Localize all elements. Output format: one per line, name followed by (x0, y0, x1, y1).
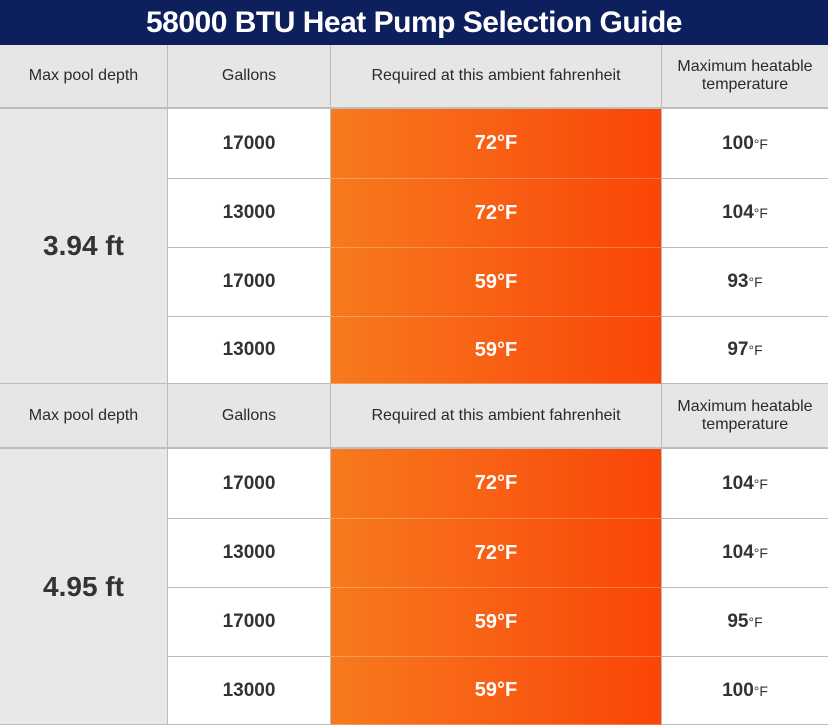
max-temp-cell: 100 °F (662, 657, 828, 725)
max-temp-unit: °F (748, 342, 763, 358)
ambient-temp-cell: 72°F (331, 109, 662, 179)
depth-value: 4.95 ft (0, 449, 168, 725)
depth-value: 3.94 ft (0, 109, 168, 384)
ambient-column-background (331, 449, 662, 725)
header-max-temperature: Maximum heatable temperature (662, 45, 828, 109)
ambient-column-background (331, 109, 662, 384)
section-depth-1: Max pool depth Gallons Required at this am… (0, 45, 828, 384)
max-temp-unit: °F (753, 682, 768, 699)
max-temp-cell: 104 °F (662, 449, 828, 519)
max-temp-value: 100 (722, 679, 754, 701)
header-ambient: Required at this ambient fahrenheit (331, 384, 662, 449)
header-max-pool-depth: Max pool depth (0, 45, 168, 109)
max-temp-value: 104 (722, 472, 754, 494)
max-temp-value: 104 (722, 542, 754, 563)
gallons-cell: 17000 (168, 588, 331, 657)
max-temp-unit: °F (753, 205, 768, 221)
max-temp-cell: 100 °F (662, 109, 828, 179)
max-temp-cell: 95 °F (662, 588, 828, 657)
ambient-temp-cell: 72°F (331, 519, 662, 588)
gallons-cell: 13000 (168, 519, 331, 588)
max-temp-unit: °F (753, 135, 768, 152)
ambient-temp-cell: 72°F (331, 179, 662, 248)
header-gallons: Gallons (168, 384, 331, 449)
max-temp-unit: °F (748, 274, 763, 290)
max-temp-value: 100 (722, 132, 754, 154)
gallons-cell: 13000 (168, 657, 331, 725)
header-max-temperature: Maximum heatable temperature (662, 384, 828, 449)
header-gallons: Gallons (168, 45, 331, 109)
ambient-temp-cell: 59°F (331, 657, 662, 725)
max-temp-unit: °F (753, 475, 768, 492)
header-max-pool-depth: Max pool depth (0, 384, 168, 449)
max-temp-cell: 104 °F (662, 519, 828, 588)
page-title: 58000 BTU Heat Pump Selection Guide (0, 0, 828, 45)
ambient-temp-cell: 59°F (331, 248, 662, 317)
max-temp-unit: °F (748, 614, 763, 630)
max-temp-value: 95 (727, 611, 749, 632)
ambient-temp-cell: 59°F (331, 588, 662, 657)
max-temp-cell: 97 °F (662, 317, 828, 384)
gallons-cell: 17000 (168, 248, 331, 317)
gallons-cell: 13000 (168, 179, 331, 248)
ambient-temp-cell: 72°F (331, 449, 662, 519)
max-temp-value: 97 (727, 339, 749, 360)
max-temp-value: 104 (722, 202, 754, 223)
section-depth-2: Max pool depth Gallons Required at this am… (0, 384, 828, 725)
gallons-cell: 17000 (168, 109, 331, 179)
ambient-temp-cell: 59°F (331, 317, 662, 384)
gallons-cell: 17000 (168, 449, 331, 519)
header-ambient: Required at this ambient fahrenheit (331, 45, 662, 109)
max-temp-value: 93 (727, 271, 749, 292)
gallons-cell: 13000 (168, 317, 331, 384)
max-temp-cell: 104 °F (662, 179, 828, 248)
max-temp-unit: °F (753, 545, 768, 561)
max-temp-cell: 93 °F (662, 248, 828, 317)
